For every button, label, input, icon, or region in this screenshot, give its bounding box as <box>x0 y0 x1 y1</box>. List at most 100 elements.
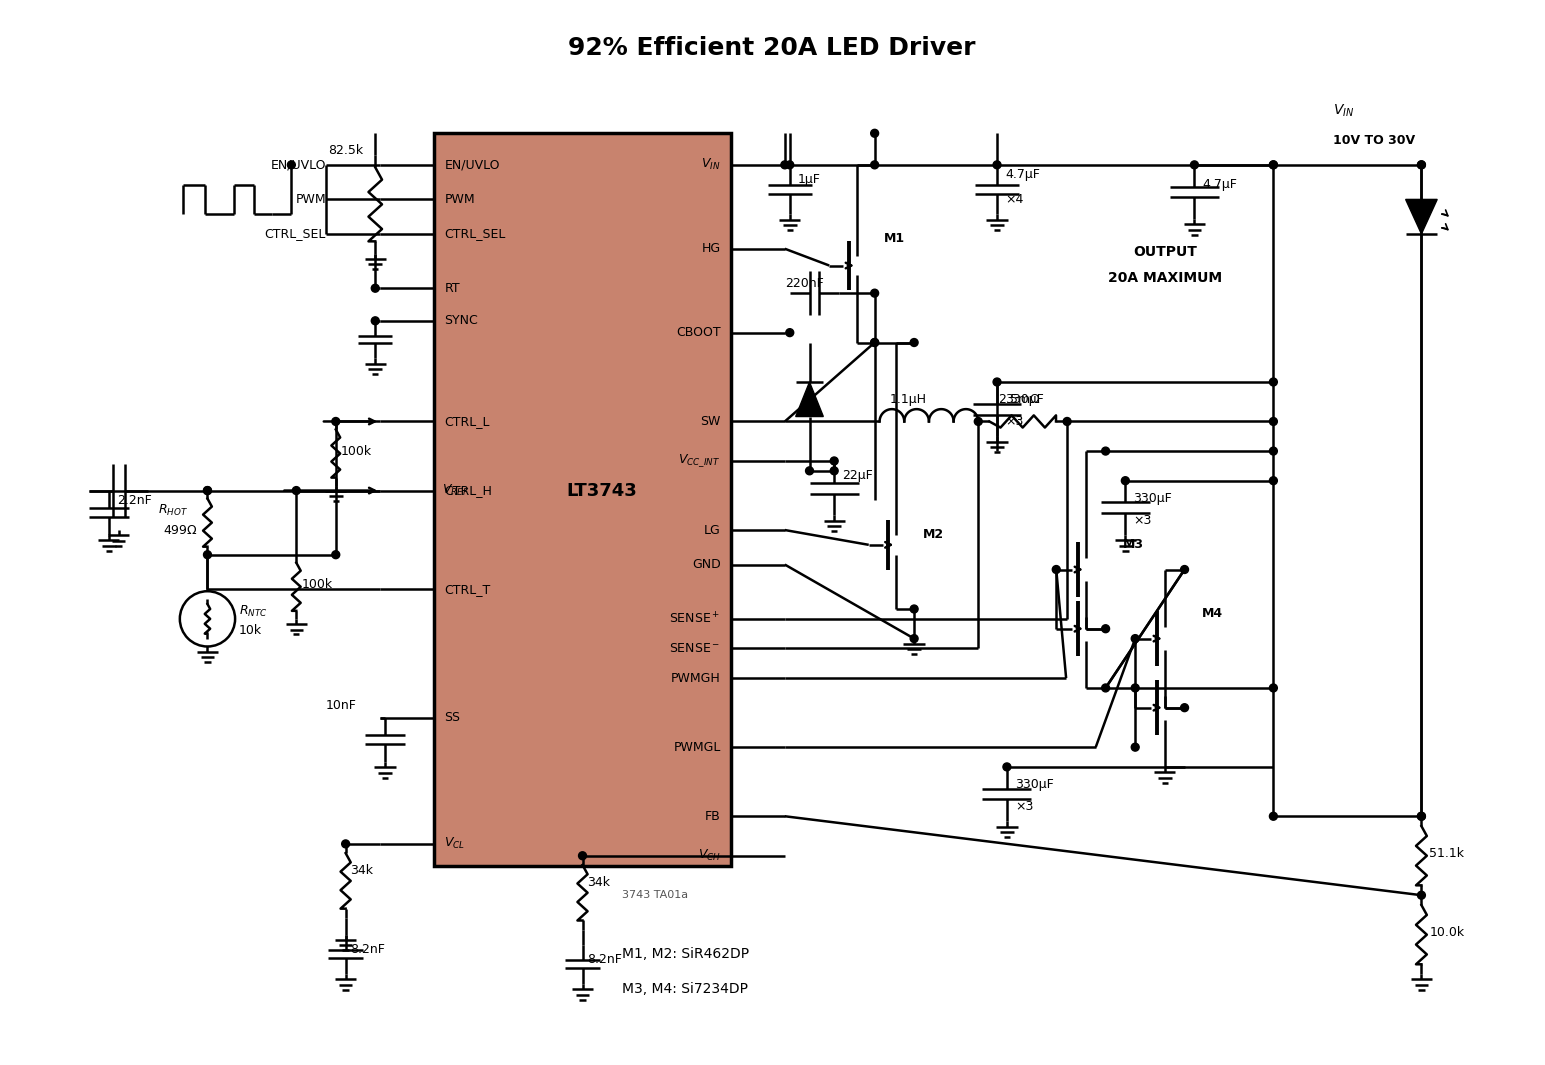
Text: M3: M3 <box>1123 538 1145 552</box>
Text: $V_{CH}$: $V_{CH}$ <box>698 848 720 864</box>
Circle shape <box>1122 477 1129 485</box>
Text: SS: SS <box>445 711 460 724</box>
Text: CTRL_SEL: CTRL_SEL <box>445 228 505 241</box>
Circle shape <box>1270 378 1278 386</box>
Text: SYNC: SYNC <box>445 314 477 327</box>
Text: CTRL_L: CTRL_L <box>445 415 490 428</box>
Text: SW: SW <box>700 415 720 428</box>
Text: $499\Omega$: $499\Omega$ <box>164 524 198 537</box>
Text: ×3: ×3 <box>1132 513 1151 527</box>
Circle shape <box>1180 704 1188 711</box>
Text: ×3: ×3 <box>1004 415 1023 428</box>
Text: SENSE$^+$: SENSE$^+$ <box>669 611 720 626</box>
Text: $V_{IN}$: $V_{IN}$ <box>701 158 720 173</box>
Text: 10k: 10k <box>239 624 263 637</box>
Circle shape <box>1052 566 1060 573</box>
Polygon shape <box>1406 199 1437 234</box>
Circle shape <box>371 317 379 325</box>
Circle shape <box>1131 635 1139 642</box>
Text: M2: M2 <box>922 528 944 541</box>
Text: $V_{IN}$: $V_{IN}$ <box>1333 102 1353 119</box>
Circle shape <box>1270 477 1278 485</box>
Circle shape <box>1417 161 1426 169</box>
Circle shape <box>871 129 879 137</box>
Circle shape <box>371 284 379 292</box>
Text: 51.1k: 51.1k <box>1429 848 1465 861</box>
Circle shape <box>1270 813 1278 820</box>
Text: 1.1μH: 1.1μH <box>890 393 927 406</box>
Text: 10nF: 10nF <box>326 700 357 712</box>
Text: CBOOT: CBOOT <box>677 326 720 339</box>
Circle shape <box>1270 684 1278 692</box>
Circle shape <box>993 378 1001 386</box>
Text: 330μF: 330μF <box>1132 492 1173 505</box>
Text: 4.7μF: 4.7μF <box>1202 178 1238 191</box>
Text: CTRL_H: CTRL_H <box>445 485 493 497</box>
Text: 1μF: 1μF <box>797 174 820 186</box>
Text: EN/UVLO: EN/UVLO <box>445 159 501 171</box>
Text: CTRL_SEL: CTRL_SEL <box>264 228 326 241</box>
Text: M1, M2: SiR462DP: M1, M2: SiR462DP <box>623 948 749 962</box>
Text: PWM: PWM <box>445 193 474 206</box>
Text: 8.2nF: 8.2nF <box>351 943 385 956</box>
Circle shape <box>871 339 879 346</box>
Circle shape <box>975 417 983 425</box>
Circle shape <box>292 487 300 494</box>
Text: LG: LG <box>705 524 720 537</box>
Text: 2.5m$\Omega$: 2.5m$\Omega$ <box>998 393 1041 406</box>
Circle shape <box>1131 743 1139 751</box>
Text: M1: M1 <box>884 232 905 245</box>
Circle shape <box>830 466 837 475</box>
Circle shape <box>1270 417 1278 425</box>
Bar <box>434 133 731 866</box>
Text: $V_{CC\_INT}$: $V_{CC\_INT}$ <box>678 453 720 470</box>
Text: 10.0k: 10.0k <box>1429 927 1465 939</box>
Polygon shape <box>796 382 823 416</box>
Circle shape <box>1102 625 1109 633</box>
Circle shape <box>204 487 212 494</box>
Circle shape <box>204 551 212 559</box>
Text: PWMGL: PWMGL <box>674 740 720 754</box>
Circle shape <box>1270 161 1278 169</box>
Circle shape <box>1063 417 1071 425</box>
Circle shape <box>805 466 814 475</box>
Text: $R_{NTC}$: $R_{NTC}$ <box>239 604 267 619</box>
Circle shape <box>786 329 794 337</box>
Text: ×3: ×3 <box>1015 800 1034 813</box>
Circle shape <box>332 417 340 425</box>
Text: CTRL_T: CTRL_T <box>445 583 491 595</box>
Text: PWMGH: PWMGH <box>671 672 720 685</box>
Text: 100k: 100k <box>301 578 332 591</box>
Text: $R_{HOT}$: $R_{HOT}$ <box>158 503 188 518</box>
Circle shape <box>332 551 340 559</box>
Circle shape <box>1102 447 1109 455</box>
Text: 22μF: 22μF <box>842 470 873 482</box>
Text: 2.2nF: 2.2nF <box>117 494 151 507</box>
Circle shape <box>287 161 295 169</box>
Circle shape <box>780 161 789 169</box>
Circle shape <box>910 339 918 346</box>
Circle shape <box>830 457 837 465</box>
Text: $V_{REF}$: $V_{REF}$ <box>442 484 470 498</box>
Circle shape <box>204 487 212 494</box>
Circle shape <box>1191 161 1199 169</box>
Text: ×4: ×4 <box>1004 193 1023 206</box>
Text: 8.2nF: 8.2nF <box>587 953 623 966</box>
Text: 220nF: 220nF <box>785 277 823 290</box>
Text: PWM: PWM <box>295 193 326 206</box>
Text: 82.5k: 82.5k <box>328 144 363 157</box>
Text: 3743 TA01a: 3743 TA01a <box>623 890 688 900</box>
Circle shape <box>871 161 879 169</box>
Text: $V_{CL}$: $V_{CL}$ <box>445 836 465 851</box>
Text: M3, M4: Si7234DP: M3, M4: Si7234DP <box>623 982 748 996</box>
Circle shape <box>1417 161 1426 169</box>
Text: 92% Efficient 20A LED Driver: 92% Efficient 20A LED Driver <box>569 36 976 61</box>
Circle shape <box>993 161 1001 169</box>
Text: LT3743: LT3743 <box>567 481 638 499</box>
Text: EN/UVLO: EN/UVLO <box>270 159 326 171</box>
Text: 4.7μF: 4.7μF <box>1004 168 1040 181</box>
Circle shape <box>1270 447 1278 455</box>
Circle shape <box>1417 813 1426 820</box>
Circle shape <box>341 840 349 848</box>
Circle shape <box>871 290 879 297</box>
